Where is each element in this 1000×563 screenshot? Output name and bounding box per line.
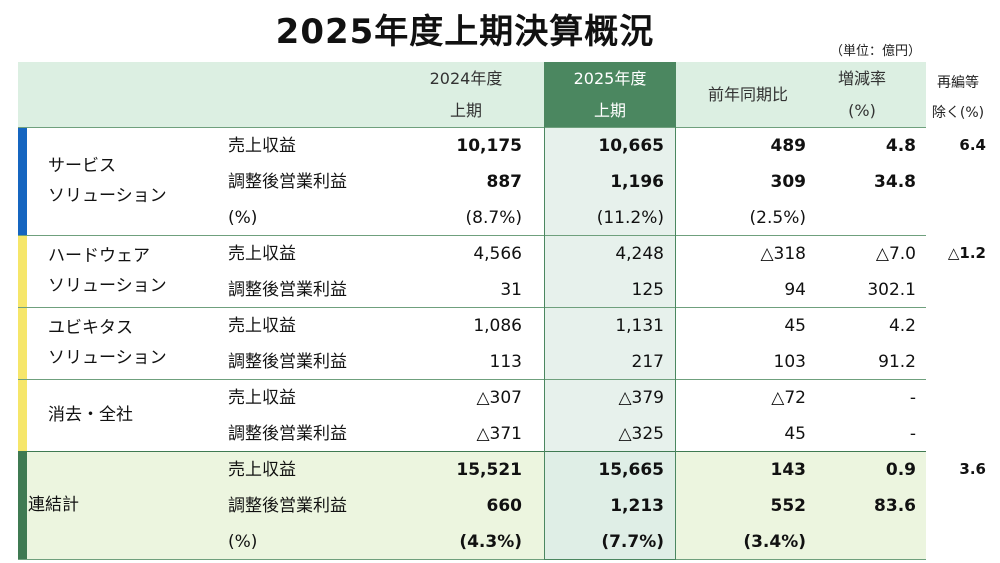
col-2025-background-2 xyxy=(544,308,676,380)
segment-name-3-0: 消去・全社 xyxy=(48,405,133,425)
value-2024: 887 xyxy=(486,172,523,192)
row-label: (%) xyxy=(228,532,258,552)
value-yoy: 143 xyxy=(770,460,807,480)
value-2024: △371 xyxy=(476,424,522,444)
value-rate: 83.6 xyxy=(874,496,916,516)
row-label: 調整後営業利益 xyxy=(228,424,347,444)
segment-name-0-1: ソリューション xyxy=(48,186,167,206)
value-2024: 10,175 xyxy=(456,136,522,156)
value-2024: (8.7%) xyxy=(465,208,522,228)
row-label: 調整後営業利益 xyxy=(228,280,347,300)
header-yoy: 前年同期比 xyxy=(707,85,788,104)
value-2024: 31 xyxy=(500,280,522,300)
segment-separator-0 xyxy=(18,235,926,236)
col-2025-background-1 xyxy=(544,236,676,308)
value-rate: 0.9 xyxy=(885,460,916,480)
header-2025-background xyxy=(544,62,676,128)
segment-name-1-1: ソリューション xyxy=(48,276,167,296)
unit-note: （単位：億円） xyxy=(830,44,922,59)
header-background xyxy=(18,62,926,128)
row-label: 調整後営業利益 xyxy=(228,172,347,192)
segment-accent-bar-3 xyxy=(18,380,27,452)
header-rate-line-0: 増減率 xyxy=(837,69,886,88)
header-2025-line-0: 2025年度 xyxy=(573,69,647,88)
segment-name-0-0: サービス xyxy=(48,156,116,176)
value-2024: 113 xyxy=(489,352,522,372)
value-yoy: (3.4%) xyxy=(743,532,806,552)
value-rate: 4.2 xyxy=(888,316,916,336)
col-2025-background-0 xyxy=(544,128,676,236)
row-label: 調整後営業利益 xyxy=(228,496,347,516)
value-2024: 660 xyxy=(486,496,523,516)
value-2025: 1,131 xyxy=(615,316,664,336)
value-yoy: 489 xyxy=(770,136,807,156)
segment-accent-bar-0 xyxy=(18,128,27,236)
value-2024: 1,086 xyxy=(473,316,522,336)
segment-separator-2 xyxy=(18,379,926,380)
value-excl: 3.6 xyxy=(959,460,986,478)
col-2025-background-4 xyxy=(544,452,676,560)
row-label: 売上収益 xyxy=(228,460,296,480)
row-label: 売上収益 xyxy=(228,316,296,336)
value-yoy: 45 xyxy=(784,316,806,336)
header-2024-line-1: 上期 xyxy=(449,101,482,120)
value-yoy: 552 xyxy=(770,496,807,516)
value-yoy: (2.5%) xyxy=(749,208,806,228)
value-rate: 91.2 xyxy=(878,352,916,372)
value-2024: △307 xyxy=(476,388,522,408)
row-label: 調整後営業利益 xyxy=(228,352,347,372)
value-2024: 4,566 xyxy=(473,244,522,264)
value-2024: (4.3%) xyxy=(459,532,522,552)
value-excl: △1.2 xyxy=(947,244,986,262)
header-excl-line-1: 除く(%) xyxy=(931,105,985,121)
value-rate: 34.8 xyxy=(874,172,916,192)
value-rate: 4.8 xyxy=(885,136,916,156)
header-2025-line-1: 上期 xyxy=(593,101,626,120)
segment-accent-bar-1 xyxy=(18,236,27,308)
segment-name-1-0: ハードウェア xyxy=(48,246,150,266)
value-yoy: △318 xyxy=(760,244,806,264)
value-2025: 1,213 xyxy=(610,496,664,516)
value-rate: - xyxy=(909,424,916,444)
value-yoy: 309 xyxy=(770,172,807,192)
segment-separator-4 xyxy=(18,559,926,560)
value-2025: 15,665 xyxy=(598,460,664,480)
value-yoy: 45 xyxy=(784,424,806,444)
value-yoy: 94 xyxy=(784,280,806,300)
header-excl-line-0: 再編等 xyxy=(937,75,979,91)
segment-separator-1 xyxy=(18,307,926,308)
value-rate: △7.0 xyxy=(875,244,916,264)
page-title: 2025年度上期決算概況 xyxy=(275,12,655,52)
row-label: 売上収益 xyxy=(228,388,296,408)
value-2025: 10,665 xyxy=(598,136,664,156)
value-2025: 125 xyxy=(631,280,664,300)
row-label: 売上収益 xyxy=(228,136,296,156)
header-separator xyxy=(18,127,926,128)
segment-accent-bar-2 xyxy=(18,308,27,380)
header-rate-line-1: (%) xyxy=(848,101,876,120)
col-2025-background-3 xyxy=(544,380,676,452)
value-2025: △325 xyxy=(618,424,664,444)
row-label: 売上収益 xyxy=(228,244,296,264)
header-2024-line-0: 2024年度 xyxy=(429,69,503,88)
value-2025: (11.2%) xyxy=(596,208,664,228)
col-2025-frame xyxy=(544,62,676,560)
value-2025: △379 xyxy=(618,388,664,408)
segment-name-4-0: 連結計 xyxy=(28,495,79,515)
value-rate: - xyxy=(909,388,916,408)
value-excl: 6.4 xyxy=(959,136,986,154)
value-yoy: 103 xyxy=(773,352,806,372)
value-rate: 302.1 xyxy=(867,280,916,300)
value-2025: 217 xyxy=(631,352,664,372)
value-2025: 1,196 xyxy=(610,172,664,192)
value-2024: 15,521 xyxy=(456,460,522,480)
segment-name-2-1: ソリューション xyxy=(48,348,167,368)
total-background xyxy=(18,452,926,560)
value-2025: (7.7%) xyxy=(601,532,664,552)
segment-accent-bar-4 xyxy=(18,452,27,560)
row-label: (%) xyxy=(228,208,258,228)
value-2025: 4,248 xyxy=(615,244,664,264)
segment-name-2-0: ユビキタス xyxy=(48,318,133,338)
value-yoy: △72 xyxy=(771,388,806,408)
